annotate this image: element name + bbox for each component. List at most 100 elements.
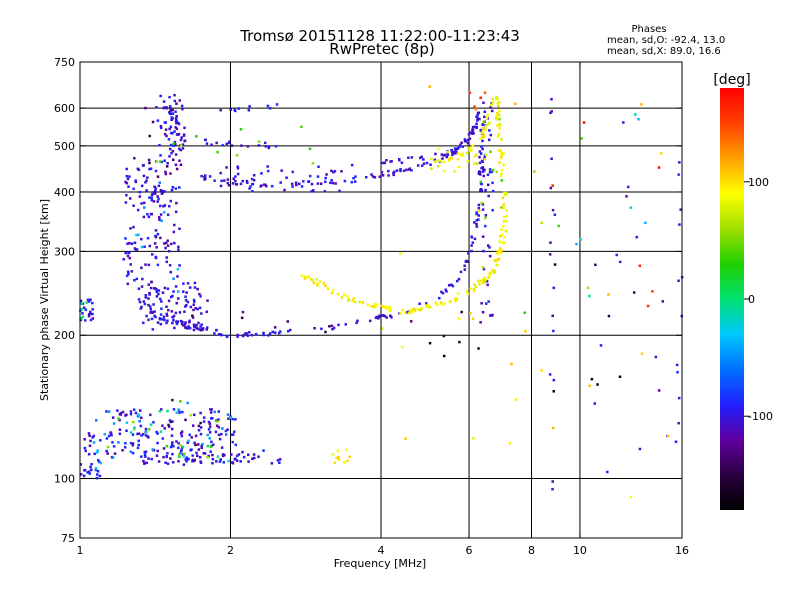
echo-point [230, 433, 233, 436]
echo-point [268, 107, 272, 110]
echo-point [596, 383, 599, 386]
echo-point [160, 317, 163, 321]
echo-point [206, 433, 209, 437]
echo-point [162, 205, 165, 208]
echo-point [322, 282, 326, 285]
echo-point [364, 175, 368, 179]
echo-point [148, 305, 152, 308]
echo-point [481, 170, 485, 173]
echo-point [129, 410, 133, 413]
echo-point [164, 461, 167, 464]
echo-point [87, 452, 91, 456]
echo-point [124, 201, 128, 204]
echo-point [151, 120, 155, 124]
echo-point [460, 310, 463, 314]
echo-point [486, 183, 490, 187]
echo-point [174, 119, 178, 122]
echo-point [137, 298, 141, 301]
echo-point [434, 152, 437, 156]
echo-point [487, 123, 490, 126]
echo-point [165, 241, 168, 245]
echo-point [498, 117, 501, 121]
echo-point [638, 264, 642, 268]
echo-point [279, 181, 282, 184]
echo-point [171, 185, 175, 189]
echo-point [471, 130, 474, 133]
echo-point [183, 310, 186, 313]
echo-point [457, 277, 461, 281]
echo-point [220, 432, 223, 436]
echo-point [505, 219, 508, 223]
echo-point [497, 249, 501, 252]
echo-point [470, 149, 473, 152]
echo-point [383, 161, 386, 165]
echo-point [491, 97, 494, 101]
echo-point [186, 458, 189, 461]
echo-point [145, 431, 148, 434]
echo-point [168, 264, 172, 267]
echo-point [133, 156, 136, 160]
echo-point [426, 305, 429, 308]
echo-point [159, 430, 163, 433]
echo-point [458, 165, 461, 169]
echo-point [502, 220, 506, 223]
echo-point [457, 317, 461, 321]
echo-point [213, 410, 216, 414]
echo-point [335, 456, 338, 460]
echo-point [181, 143, 185, 146]
echo-point [175, 201, 178, 205]
echo-point [142, 206, 146, 209]
echo-point [220, 446, 224, 449]
echo-point [187, 439, 190, 443]
echo-point [162, 447, 166, 450]
echo-point [148, 196, 151, 199]
echo-point [443, 153, 447, 157]
echo-point [395, 169, 399, 172]
echo-point [223, 179, 226, 182]
echo-point [480, 302, 483, 305]
echo-point [446, 150, 449, 154]
echo-point [343, 460, 346, 464]
echo-point [180, 430, 184, 433]
echo-point [240, 144, 243, 147]
echo-point [262, 333, 265, 337]
echo-point [484, 224, 487, 228]
echo-point [483, 278, 486, 281]
echo-point [194, 307, 197, 310]
echo-point [317, 165, 320, 168]
echo-point [500, 206, 503, 209]
echo-point [154, 187, 157, 190]
echo-point [112, 445, 116, 448]
echo-point [146, 236, 150, 240]
echo-point [331, 453, 335, 456]
echo-point [138, 419, 141, 423]
echo-point [487, 276, 490, 279]
colorbar-tick-label: -100 [748, 410, 773, 423]
echo-point [199, 325, 202, 328]
echo-point [231, 182, 235, 185]
echo-point [128, 242, 131, 245]
echo-point [171, 149, 175, 153]
echo-point [125, 193, 128, 197]
echo-point [127, 185, 130, 188]
echo-point [174, 126, 177, 129]
echo-point [168, 419, 172, 422]
echo-point [308, 147, 312, 151]
echo-point [152, 303, 155, 306]
echo-point [165, 260, 169, 264]
echo-point [273, 331, 277, 334]
echo-point [392, 173, 395, 177]
echo-point [303, 275, 307, 279]
echo-point [498, 122, 501, 126]
echo-point [140, 245, 144, 249]
echo-point [366, 303, 370, 307]
echo-point [488, 246, 491, 249]
echo-point [550, 97, 553, 101]
echo-point [316, 175, 320, 178]
echo-point [163, 242, 166, 245]
echo-point [178, 159, 181, 162]
y-tick-label: 750 [54, 56, 75, 69]
echo-point [170, 434, 174, 437]
echo-point [442, 154, 445, 157]
echo-point [159, 160, 162, 163]
